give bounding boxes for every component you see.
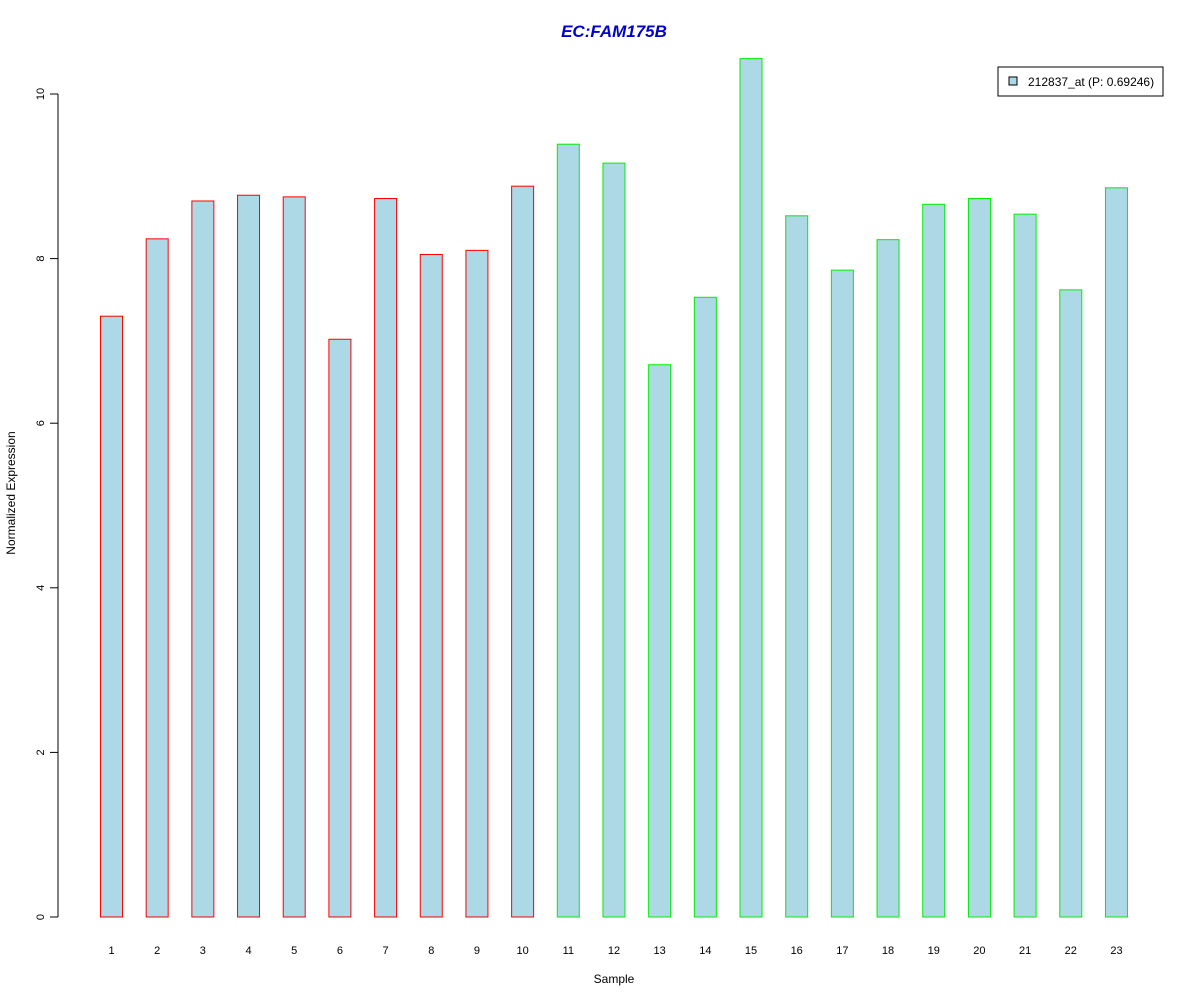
x-tick-label: 7 — [383, 945, 389, 957]
x-tick-label: 13 — [654, 945, 666, 957]
x-tick-label: 15 — [745, 945, 757, 957]
bar-sample-14 — [693, 296, 717, 918]
bar-sample-18 — [876, 239, 900, 918]
bar-sample-12 — [602, 162, 626, 918]
bar-sample-21 — [1013, 213, 1037, 918]
bars — [100, 58, 1128, 918]
bar-sample-17 — [830, 269, 854, 918]
bar-sample-13 — [648, 364, 672, 918]
bar-sample-11 — [556, 143, 580, 918]
x-tick-label: 11 — [563, 945, 574, 957]
x-tick-label: 8 — [428, 945, 434, 957]
y-axis: 0 2 4 6 8 10 — [35, 88, 58, 920]
x-axis-label: Sample — [594, 972, 635, 986]
bar-sample-1 — [100, 315, 123, 918]
x-tick-label: 10 — [516, 945, 528, 957]
bar-sample-2 — [145, 238, 169, 918]
legend-box — [997, 66, 1164, 97]
bar-sample-23 — [1104, 187, 1128, 918]
legend-swatch — [1008, 76, 1018, 86]
x-tick-label: 2 — [154, 945, 160, 957]
bar-sample-5 — [282, 196, 306, 918]
x-tick-label: 18 — [882, 945, 894, 957]
x-tick-label: 6 — [337, 945, 343, 957]
y-tick-label: 6 — [35, 420, 47, 426]
bar-sample-16 — [785, 215, 809, 918]
y-axis-label: Normalized Expression — [4, 431, 18, 554]
x-tick-label: 23 — [1110, 945, 1122, 957]
bar-sample-4 — [237, 194, 261, 918]
legend: 212837_at (P: 0.69246) — [997, 66, 1164, 97]
bar-sample-6 — [328, 338, 352, 918]
bar-sample-15 — [739, 58, 763, 918]
y-tick-label: 2 — [35, 749, 47, 755]
x-tick-label: 3 — [200, 945, 206, 957]
x-tick-label: 22 — [1065, 945, 1077, 957]
y-tick-label: 0 — [35, 914, 47, 920]
bar-sample-19 — [922, 203, 946, 918]
bar-sample-7 — [374, 198, 398, 918]
bar-sample-20 — [967, 198, 991, 918]
bar-sample-10 — [511, 185, 535, 918]
y-tick-label: 10 — [35, 88, 47, 100]
x-tick-label: 9 — [474, 945, 480, 957]
legend-label: 212837_at (P: 0.69246) — [1028, 75, 1154, 89]
y-tick-label: 8 — [35, 256, 47, 262]
bar-sample-3 — [191, 200, 215, 918]
y-tick-label: 4 — [35, 585, 47, 591]
x-tick-label: 1 — [108, 945, 114, 957]
x-tick-label: 20 — [973, 945, 985, 957]
x-tick-label: 16 — [791, 945, 803, 957]
x-tick-labels: 1 2 3 4 5 6 7 8 9 10 11 12 13 14 15 16 17 18 19 20 21 22 23 — [108, 945, 1122, 957]
x-tick-label: 5 — [291, 945, 297, 957]
bar-sample-8 — [419, 253, 443, 918]
x-tick-label: 14 — [699, 945, 711, 957]
x-tick-label: 19 — [928, 945, 940, 957]
x-tick-label: 21 — [1019, 945, 1031, 957]
bar-sample-9 — [465, 249, 489, 918]
x-tick-label: 4 — [245, 945, 251, 957]
x-tick-label: 17 — [836, 945, 848, 957]
chart-title: EC:FAM175B — [561, 22, 667, 41]
x-tick-label: 12 — [608, 945, 620, 957]
bar-sample-22 — [1059, 289, 1083, 918]
